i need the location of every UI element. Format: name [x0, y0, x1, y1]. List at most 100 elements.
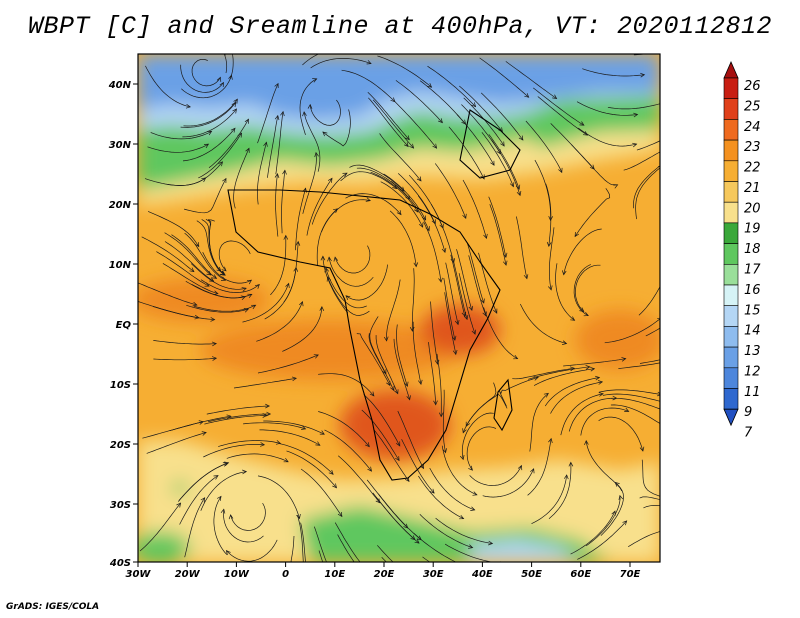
lat-tick-label: 40S — [109, 558, 131, 569]
streamline-arrow — [543, 392, 549, 398]
streamline — [645, 327, 660, 337]
colorbar-label: 20 — [744, 201, 761, 216]
colorbar-top-arrow — [723, 61, 739, 79]
green-patch-sw — [138, 532, 190, 562]
streamline — [349, 164, 405, 192]
streamline — [568, 397, 617, 432]
streamline-arrow — [488, 540, 494, 546]
streamline-arrow — [313, 354, 319, 359]
streamline-arrow — [206, 270, 212, 276]
streamline — [555, 263, 575, 321]
colorbar-label: 21 — [744, 181, 761, 196]
streamline-arrow — [500, 141, 505, 147]
streamline-arrow — [666, 100, 670, 104]
streamline-arrow — [306, 581, 310, 585]
streamline — [282, 306, 323, 352]
streamline-arrow — [395, 456, 400, 462]
lon-tick-label: 70E — [620, 569, 641, 580]
streamline — [461, 104, 501, 154]
streamline-arrow — [370, 582, 374, 586]
streamline — [611, 397, 660, 410]
streamline — [550, 381, 603, 414]
streamline — [257, 83, 279, 144]
streamline — [207, 413, 271, 423]
streamline-arrow — [697, 348, 701, 352]
streamline — [635, 167, 660, 220]
streamline-arrow — [406, 395, 411, 401]
streamline-arrow — [668, 262, 672, 267]
streamline — [636, 140, 660, 151]
streamline — [345, 264, 388, 301]
streamline — [430, 203, 455, 263]
streamline — [444, 543, 494, 562]
streamline-arrow — [243, 308, 250, 313]
streamline — [563, 228, 602, 275]
streamline — [377, 545, 394, 562]
streamline — [563, 358, 626, 367]
streamline — [459, 85, 503, 132]
streamline-arrow — [177, 26, 181, 30]
streamline-arrow — [594, 375, 601, 381]
colorbar-label: 19 — [744, 222, 761, 237]
colorbar-swatch — [723, 77, 739, 100]
streamline-arrow — [585, 364, 591, 370]
streamline-arrow — [582, 131, 589, 136]
streamline — [223, 54, 228, 74]
streamline-arrow — [319, 430, 325, 435]
streamline-arrow — [420, 583, 425, 587]
streamline-arrow — [366, 570, 370, 574]
map-title: WBPT [C] and Sreamline at 400hPa, VT: 20… — [27, 12, 773, 41]
colorbar-swatch — [723, 305, 739, 327]
streamline-arrow — [334, 580, 338, 585]
colorbar: 26 25 24 23 22 21 20 19 18 17 16 15 14 13 12 11 9 7 — [723, 61, 761, 441]
streamline-arrow — [558, 167, 563, 174]
streamline — [146, 432, 207, 454]
streamline — [633, 54, 648, 56]
streamline-arrow — [233, 98, 238, 104]
streamline-arrow — [438, 118, 443, 124]
streamline-arrow — [614, 481, 620, 487]
streamline-arrow — [693, 300, 697, 304]
streamline-arrow — [513, 354, 519, 360]
streamline-arrow — [656, 391, 660, 397]
streamline-arrow — [530, 468, 535, 474]
streamline-arrow — [403, 142, 409, 148]
streamline-arrow — [516, 190, 522, 197]
colorbar-label: 13 — [744, 344, 761, 359]
pale-band-north — [138, 116, 660, 206]
streamline-arrow — [210, 317, 216, 322]
latitude-axis: 40N 30N 20N 10N EQ 10S 20S 30S 40S — [108, 80, 138, 569]
streamline-arrow — [291, 376, 297, 382]
streamline — [153, 357, 217, 361]
lon-tick-label: 60E — [570, 569, 591, 580]
streamline-arrow — [621, 357, 627, 362]
streamline-arrow — [344, 601, 348, 605]
streamline — [549, 227, 555, 290]
streamline-arrow — [280, 110, 285, 117]
streamline-arrow — [230, 127, 236, 133]
streamline — [179, 475, 219, 525]
streamline-arrow — [414, 538, 420, 544]
streamline — [573, 264, 591, 316]
streamline — [182, 128, 236, 162]
streamline — [337, 455, 381, 504]
streamline — [434, 163, 467, 219]
streamline-arrow — [220, 271, 226, 276]
streamline — [138, 282, 198, 306]
streamline-arrow — [490, 160, 495, 166]
streamline — [257, 142, 267, 205]
streamline-arrow — [673, 498, 677, 502]
colorbar-swatch — [723, 139, 739, 162]
streamline — [204, 415, 267, 425]
streamline — [441, 445, 478, 496]
lon-tick-label: 0 — [282, 569, 289, 580]
streamline-arrow — [431, 219, 436, 225]
lat-tick-label: 40N — [108, 80, 132, 91]
streamline — [368, 333, 395, 391]
streamline — [279, 443, 334, 475]
streamline-arrow — [459, 454, 465, 461]
streamline — [303, 111, 321, 172]
streamline-arrow — [299, 300, 304, 307]
streamline-arrow — [518, 135, 524, 141]
streamline-arrow — [251, 304, 257, 310]
